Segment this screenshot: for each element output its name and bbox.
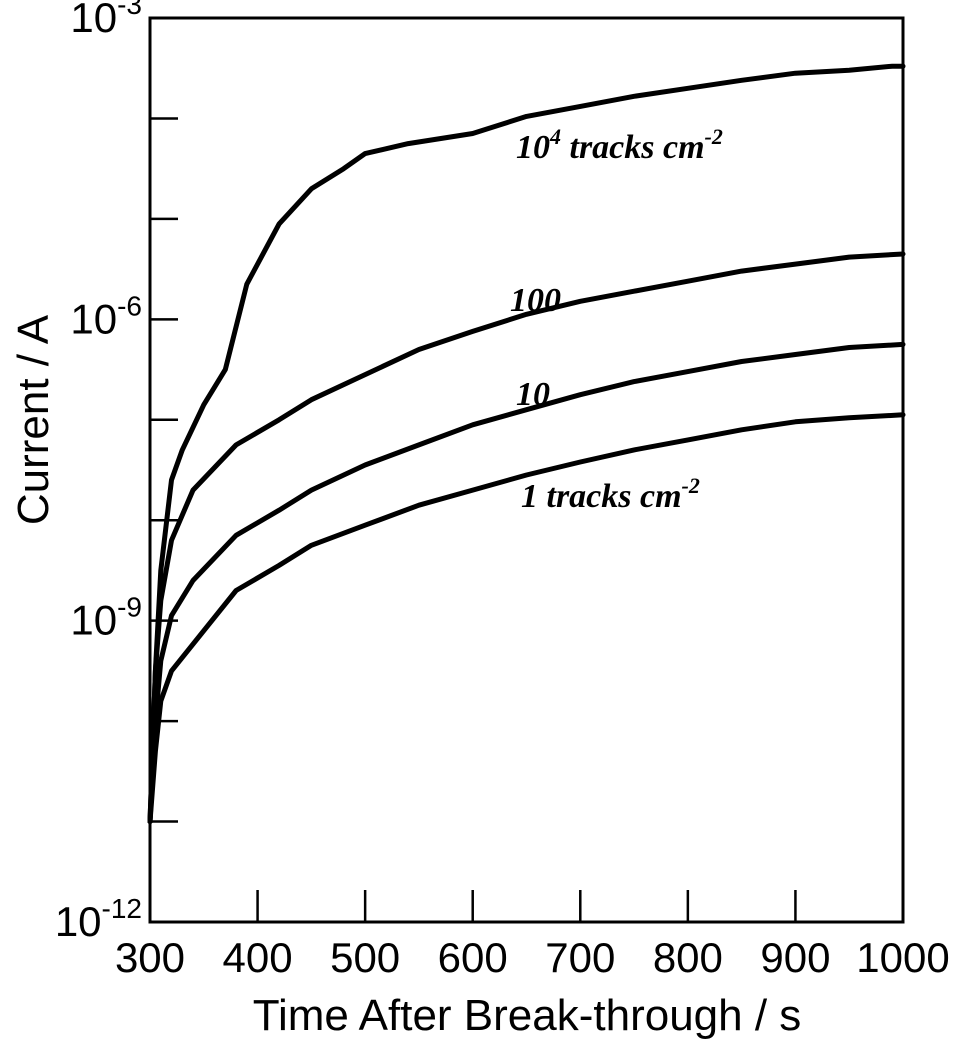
y-tick-label: 10-12 <box>55 893 142 945</box>
x-tick-label: 700 <box>545 934 615 981</box>
plot-frame <box>148 16 905 924</box>
x-tick-label: 300 <box>115 934 185 981</box>
y-tick-base: 10 <box>70 295 117 342</box>
y-tick-base: 10 <box>70 0 117 41</box>
series-label-2: 100 <box>510 282 561 319</box>
y-tick-label: 10-3 <box>70 0 142 41</box>
y-tick-label: 10-6 <box>70 290 142 342</box>
x-tick-label: 800 <box>653 934 723 981</box>
plot-axes: 300 400 500 600 700 800 900 100010-1210-910-610… <box>55 0 950 981</box>
series-label-3: 10 <box>516 376 550 413</box>
series-label-superscript: 4 <box>549 124 561 149</box>
series-label-1: 104 tracks cm-2 <box>516 124 723 166</box>
x-tick-label: 600 <box>438 934 508 981</box>
series-label-base: 10 <box>516 376 550 413</box>
series-label-units: tracks cm <box>561 129 705 166</box>
series-label-base: 10 <box>516 129 550 166</box>
y-tick-exponent: -3 <box>117 0 142 20</box>
y-tick-exponent: -9 <box>117 592 142 623</box>
series-label-base: 1 tracks cm <box>521 478 682 515</box>
y-tick-exponent: -12 <box>102 893 142 924</box>
y-axis-title: Current / A <box>9 314 58 525</box>
series-line-3 <box>147 341 906 825</box>
x-tick-label: 900 <box>760 934 830 981</box>
x-axis-title: Time After Break-through / s <box>253 991 802 1040</box>
x-tick-label: 400 <box>223 934 293 981</box>
y-tick-exponent: -6 <box>117 290 142 321</box>
x-tick-label: 1000 <box>856 934 949 981</box>
series-label-base: 100 <box>510 282 561 319</box>
series-label-4: 1 tracks cm-2 <box>521 473 700 515</box>
series-group <box>147 63 906 825</box>
y-tick-label: 10-9 <box>70 592 142 644</box>
series-label-superscript: -2 <box>682 473 700 498</box>
series-line-4 <box>147 412 906 825</box>
y-tick-base: 10 <box>55 898 102 945</box>
series-line-2 <box>147 251 906 825</box>
y-tick-base: 10 <box>70 597 117 644</box>
x-tick-label: 500 <box>330 934 400 981</box>
series-label-superscript: -2 <box>705 124 723 149</box>
series-line-1 <box>147 63 906 825</box>
